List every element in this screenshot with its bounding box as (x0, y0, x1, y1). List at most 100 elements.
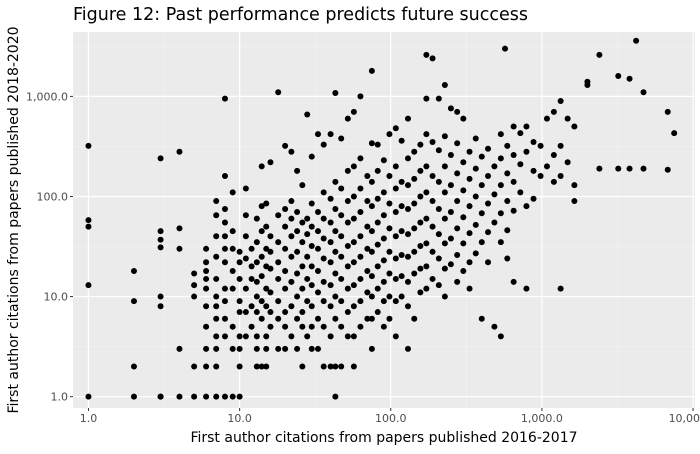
data-point (392, 233, 399, 240)
x-tick-label: 10,000.0 (669, 412, 700, 425)
data-point (435, 205, 442, 212)
data-point (176, 225, 183, 232)
data-point (411, 270, 418, 277)
data-point (557, 142, 564, 149)
data-point (85, 142, 92, 149)
data-point (203, 363, 210, 370)
data-point (398, 178, 405, 185)
data-point (460, 214, 467, 221)
data-point (157, 236, 164, 243)
data-point (332, 270, 339, 277)
data-point (350, 363, 357, 370)
data-point (267, 323, 274, 330)
data-point (357, 323, 364, 330)
data-point (398, 273, 405, 280)
data-point (314, 131, 321, 138)
data-point (485, 229, 492, 236)
data-point (374, 263, 381, 270)
data-point (176, 393, 183, 400)
data-point (248, 323, 255, 330)
data-point (386, 225, 393, 232)
data-point (314, 208, 321, 215)
data-point (258, 363, 265, 370)
x-tick-label: 1,000.0 (521, 412, 563, 425)
data-point (267, 248, 274, 255)
data-point (288, 253, 295, 260)
data-point (497, 239, 504, 246)
data-point (258, 228, 265, 235)
data-point (435, 95, 442, 102)
data-point (157, 303, 164, 310)
data-point (423, 240, 430, 247)
data-point (411, 148, 418, 155)
data-point (357, 208, 364, 215)
data-point (191, 270, 198, 277)
data-point (368, 315, 375, 322)
data-point (229, 345, 236, 352)
data-point (357, 233, 364, 240)
data-point (236, 275, 243, 282)
data-point (510, 151, 517, 158)
data-point (320, 141, 327, 148)
data-point (263, 245, 270, 252)
data-point (497, 210, 504, 217)
data-point (466, 148, 473, 155)
data-point (338, 298, 345, 305)
data-point (229, 268, 236, 275)
data-point (350, 239, 357, 246)
data-point (320, 298, 327, 305)
data-point (441, 133, 448, 140)
data-point (332, 315, 339, 322)
data-point (332, 363, 339, 370)
data-point (221, 95, 228, 102)
data-point (229, 285, 236, 292)
data-point (344, 115, 351, 122)
data-point (543, 115, 550, 122)
data-point (404, 231, 411, 238)
data-point (304, 231, 311, 238)
data-point (417, 243, 424, 249)
data-point (344, 167, 351, 174)
data-point (314, 315, 321, 322)
data-point (460, 187, 467, 194)
data-point (392, 185, 399, 192)
data-point (327, 131, 334, 138)
data-point (253, 215, 260, 222)
data-point (435, 255, 442, 262)
data-point (447, 105, 454, 112)
data-point (485, 145, 492, 152)
data-point (236, 333, 243, 340)
data-point (191, 363, 198, 370)
x-axis-title: First author citations from papers publi… (190, 430, 577, 446)
data-point (454, 198, 461, 205)
data-point (332, 248, 339, 255)
data-point (392, 333, 399, 340)
data-point (267, 265, 274, 272)
data-point (282, 323, 289, 330)
data-point (460, 159, 467, 166)
data-point (441, 265, 448, 272)
data-point (130, 268, 137, 275)
data-point (299, 309, 306, 316)
data-point (308, 153, 315, 160)
data-point (85, 223, 92, 230)
data-point (258, 163, 265, 170)
data-point (267, 309, 274, 316)
data-point (191, 293, 198, 300)
data-point (564, 115, 571, 122)
data-point (288, 198, 295, 205)
data-point (510, 207, 517, 214)
data-point (423, 131, 430, 138)
data-point (263, 285, 270, 292)
data-point (236, 309, 243, 316)
data-point (288, 233, 295, 240)
data-point (332, 228, 339, 235)
data-point (221, 219, 228, 226)
data-point (357, 155, 364, 162)
data-point (338, 185, 345, 192)
data-point (502, 45, 509, 52)
data-point (368, 178, 375, 185)
data-point (294, 345, 301, 352)
data-point (478, 182, 485, 189)
data-point (267, 233, 274, 240)
